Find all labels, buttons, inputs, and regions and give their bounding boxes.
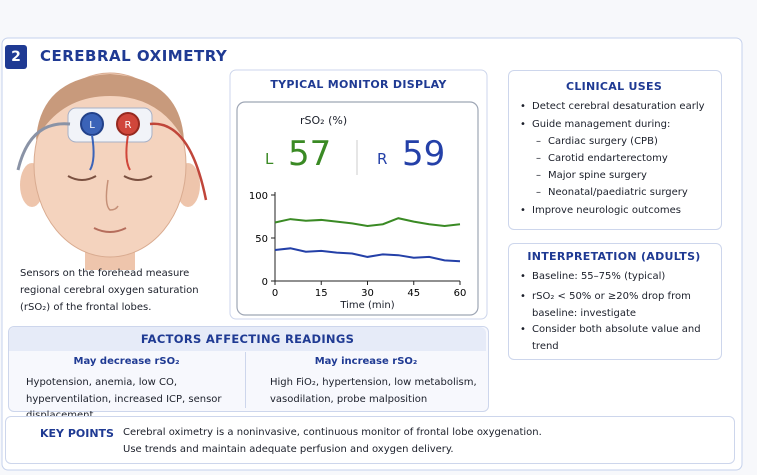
monitor-title: TYPICAL MONITOR DISPLAY bbox=[270, 78, 447, 91]
panel-title: FACTORS AFFECTING READINGS bbox=[140, 332, 355, 346]
sub-item: Major spine surgery bbox=[536, 168, 647, 185]
svg-text:R: R bbox=[125, 120, 132, 131]
key-points-panel bbox=[5, 416, 735, 464]
current-value: 57 bbox=[288, 134, 332, 174]
sub-item: Carotid endarterectomy bbox=[536, 151, 668, 168]
panel-title: INTERPRETATION (ADULTS) bbox=[527, 250, 701, 263]
list-item: Detect cerebral desaturation early bbox=[520, 99, 704, 116]
series-line bbox=[274, 217, 461, 227]
sub-item: Cardiac surgery (CPB) bbox=[536, 134, 658, 151]
svg-text:L: L bbox=[89, 120, 95, 131]
column-text: High FiO₂, hypertension, low metabolism,… bbox=[270, 377, 477, 405]
column-heading: May increase rSO₂ bbox=[314, 356, 418, 367]
x-tick-label: 60 bbox=[454, 288, 467, 299]
head-illustration: L R bbox=[16, 72, 208, 270]
list-item: Baseline: 55–75% (typical) bbox=[520, 269, 712, 286]
x-tick-label: 30 bbox=[361, 288, 374, 299]
list-item: Guide management during: bbox=[520, 117, 670, 134]
caption-line: Sensors on the forehead measure bbox=[20, 268, 190, 279]
page-title: CEREBRAL OXIMETRY bbox=[40, 47, 228, 65]
y-tick-label: 100 bbox=[249, 191, 268, 202]
key-points-label: KEY POINTS bbox=[40, 427, 114, 440]
factors-header bbox=[9, 327, 486, 351]
key-point-line: Cerebral oximetry is a noninvasive, cont… bbox=[123, 427, 542, 438]
x-tick-label: 45 bbox=[407, 288, 420, 299]
x-tick-label: 0 bbox=[272, 288, 278, 299]
list-item: Improve neurologic outcomes bbox=[520, 203, 681, 220]
y-tick-label: 0 bbox=[262, 277, 268, 288]
divider bbox=[245, 352, 246, 408]
key-point-line: Use trends and maintain adequate perfusi… bbox=[123, 444, 454, 455]
list-item: Consider both absolute value and trend bbox=[520, 321, 707, 355]
series-line bbox=[274, 247, 461, 263]
x-axis-label: Time (min) bbox=[340, 300, 395, 311]
monitor-screen bbox=[236, 101, 479, 316]
caption-line: (rSO₂) of the frontal lobes. bbox=[20, 302, 152, 313]
chart: 0 50 100 0 15 30 45 60 bbox=[249, 191, 466, 299]
column-heading: May decrease rSO₂ bbox=[73, 356, 180, 367]
x-tick-label: 15 bbox=[315, 288, 328, 299]
sub-item: Neonatal/paediatric surgery bbox=[536, 185, 688, 202]
y-tick-label: 50 bbox=[255, 234, 268, 245]
list-item: rSO₂ < 50% or ≥20% drop from baseline: i… bbox=[520, 288, 707, 322]
series-name: R bbox=[377, 150, 388, 168]
panel-title: CLINICAL USES bbox=[565, 80, 663, 93]
series-name: L bbox=[265, 150, 274, 168]
section-number: 2 bbox=[11, 49, 21, 65]
section-badge bbox=[5, 45, 27, 69]
chart-title: rSO₂ (%) bbox=[300, 114, 348, 127]
column-text: Hypotension, anemia, low CO, hyperventil… bbox=[26, 377, 222, 421]
current-value: 59 bbox=[402, 134, 446, 174]
caption-line: regional cerebral oxygen saturation bbox=[20, 285, 199, 296]
